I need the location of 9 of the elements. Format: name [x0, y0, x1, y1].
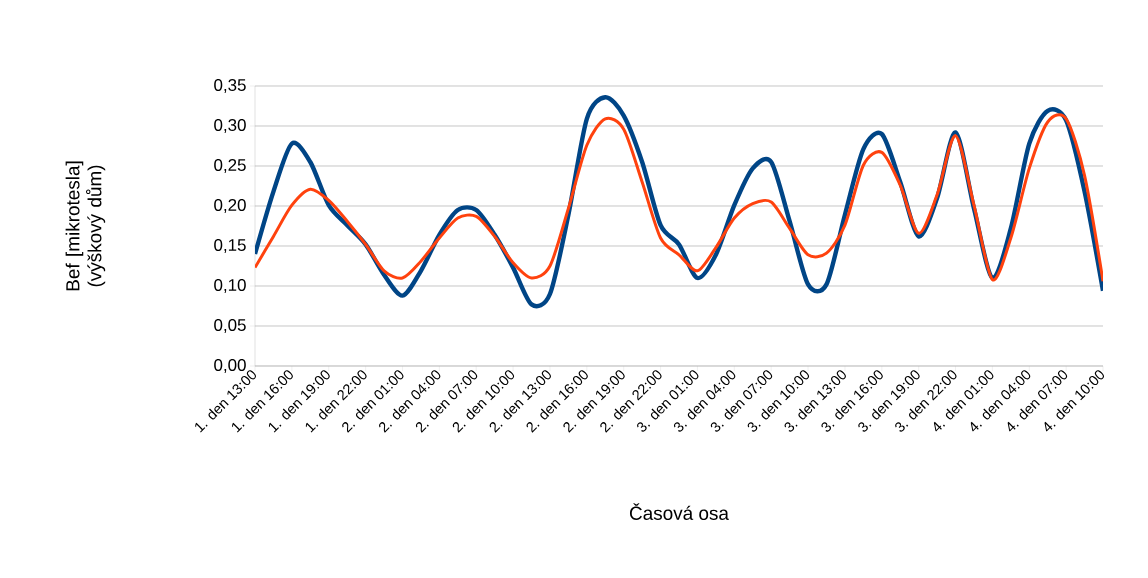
y-tick-label: 0,35	[214, 79, 246, 93]
y-axis-title: Bef [mikrotesla] (výškový dům)	[65, 161, 106, 291]
y-tick-label: 0,30	[214, 119, 246, 133]
y-tick-label: 0,15	[214, 239, 246, 253]
x-axis-title: Časová osa	[629, 503, 729, 520]
y-tick-label: 0,10	[214, 279, 246, 293]
y-tick-label: 0,05	[214, 319, 246, 333]
y-tick-label: 0,20	[214, 199, 246, 213]
y-tick-label: 0,25	[214, 159, 246, 173]
